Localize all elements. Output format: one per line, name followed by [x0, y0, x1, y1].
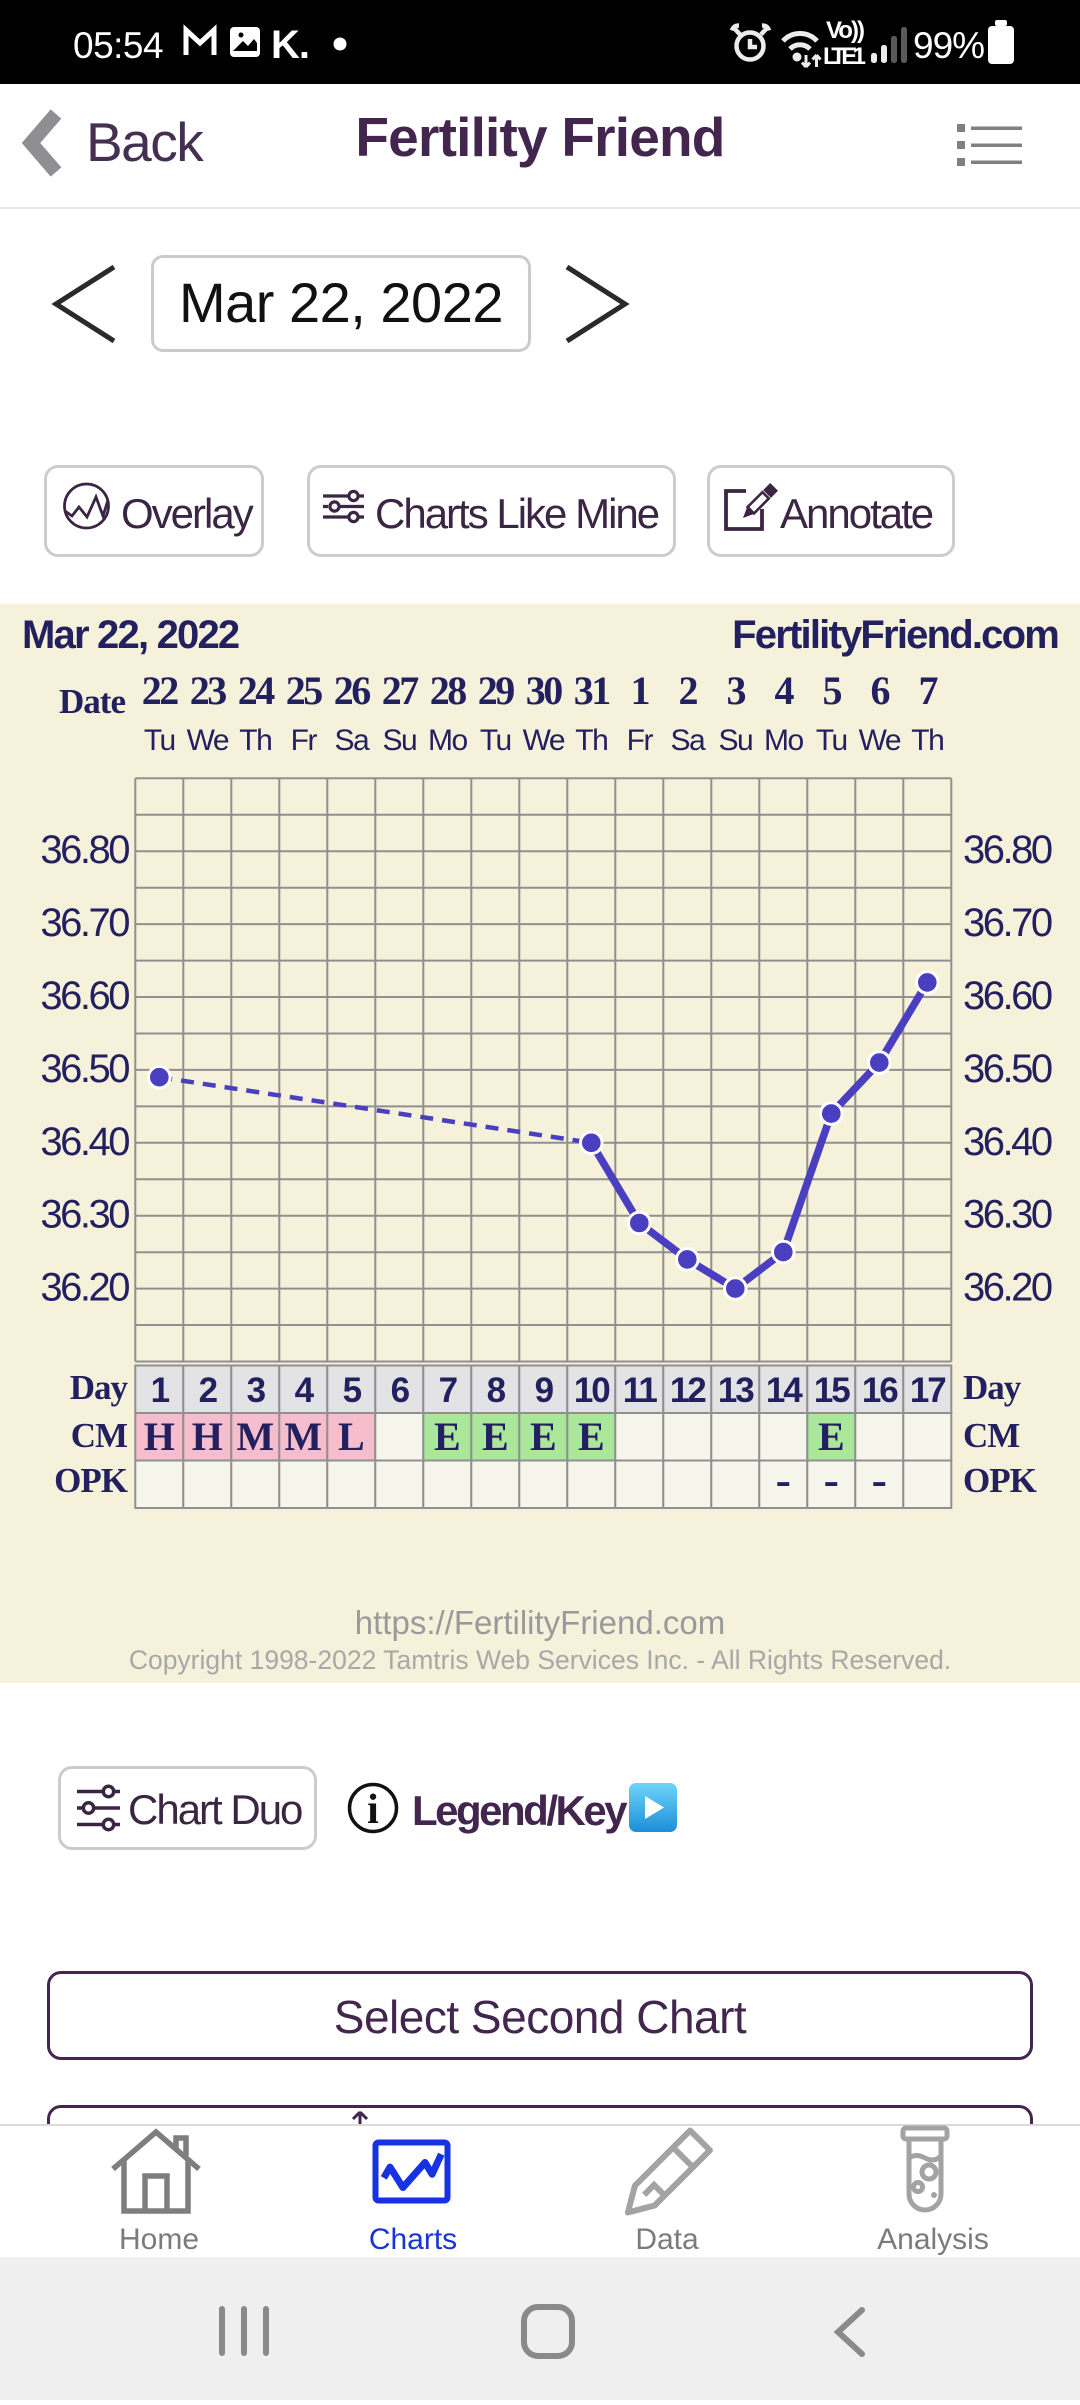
svg-text:22: 22 [142, 668, 179, 713]
svg-text:Day: Day [70, 1368, 129, 1407]
svg-text:Date: Date [59, 682, 125, 721]
svg-text:Th: Th [575, 724, 607, 757]
svg-text:28: 28 [430, 668, 467, 713]
svg-text:FertilityFriend.com: FertilityFriend.com [732, 613, 1058, 657]
svg-text:H: H [192, 1414, 223, 1459]
svg-text:30: 30 [526, 668, 563, 713]
svg-text:9: 9 [535, 1371, 554, 1410]
svg-text:24: 24 [238, 668, 276, 713]
svg-text:36.30: 36.30 [963, 1193, 1052, 1237]
svg-text:7: 7 [439, 1371, 457, 1410]
svg-text:12: 12 [670, 1371, 706, 1410]
svg-text:E: E [482, 1414, 509, 1459]
svg-text:-: - [824, 1454, 839, 1505]
svg-text:Fr: Fr [291, 724, 318, 757]
svg-text:Th: Th [911, 724, 943, 757]
svg-text:Copyright 1998-2022 Tamtris We: Copyright 1998-2022 Tamtris Web Services… [129, 1645, 951, 1675]
svg-text:Vo)): Vo)) [826, 17, 865, 44]
svg-text:36.80: 36.80 [40, 828, 129, 872]
svg-text:M: M [236, 1414, 274, 1459]
svg-text:29: 29 [478, 668, 515, 713]
svg-text:3: 3 [727, 668, 746, 713]
svg-text:36.70: 36.70 [963, 901, 1052, 945]
svg-text:https://FertilityFriend.com: https://FertilityFriend.com [355, 1604, 725, 1641]
svg-text:Sa: Sa [334, 724, 370, 757]
svg-text:6: 6 [871, 668, 890, 713]
svg-text:Mar 22, 2022: Mar 22, 2022 [22, 613, 239, 657]
svg-text:36.60: 36.60 [40, 974, 129, 1018]
svg-text:27: 27 [382, 668, 420, 713]
svg-text:E: E [434, 1414, 461, 1459]
svg-text:Tu: Tu [480, 724, 511, 757]
svg-text:Fr: Fr [627, 724, 654, 757]
svg-text:36.20: 36.20 [963, 1266, 1052, 1310]
svg-text:13: 13 [718, 1371, 754, 1410]
svg-text:-: - [776, 1454, 791, 1505]
svg-text:6: 6 [391, 1371, 410, 1410]
svg-text:36.30: 36.30 [40, 1193, 129, 1237]
svg-text:36.50: 36.50 [963, 1047, 1052, 1091]
svg-text:5: 5 [823, 668, 842, 713]
svg-text:23: 23 [190, 668, 227, 713]
svg-text:4: 4 [775, 668, 795, 713]
svg-text:05:54: 05:54 [73, 25, 163, 66]
svg-text:14: 14 [766, 1371, 803, 1410]
svg-text:CM: CM [71, 1416, 128, 1455]
svg-text:2: 2 [679, 668, 698, 713]
svg-text:Sa: Sa [670, 724, 706, 757]
svg-text:We: We [859, 724, 901, 757]
svg-text:26: 26 [334, 668, 371, 713]
svg-text:36.50: 36.50 [40, 1047, 129, 1091]
svg-text:OPK: OPK [963, 1461, 1037, 1500]
svg-text:L: L [338, 1414, 365, 1459]
svg-text:OPK: OPK [54, 1461, 128, 1500]
svg-text:36.40: 36.40 [963, 1120, 1052, 1164]
svg-text:8: 8 [487, 1371, 506, 1410]
svg-text:5: 5 [343, 1371, 362, 1410]
svg-text:36.80: 36.80 [963, 828, 1052, 872]
svg-text:H: H [144, 1414, 175, 1459]
svg-text:E: E [530, 1414, 557, 1459]
svg-text:11: 11 [623, 1371, 658, 1410]
svg-text:17: 17 [910, 1371, 945, 1410]
svg-text:31: 31 [574, 668, 610, 713]
svg-text:Su: Su [718, 724, 752, 757]
svg-text:7: 7 [919, 668, 939, 713]
svg-text:-: - [872, 1454, 887, 1505]
svg-text:2: 2 [199, 1371, 218, 1410]
svg-text:LTE1: LTE1 [823, 43, 866, 70]
svg-text:36.40: 36.40 [40, 1120, 129, 1164]
svg-text:CM: CM [963, 1416, 1020, 1455]
svg-text:E: E [818, 1414, 845, 1459]
svg-text:Tu: Tu [816, 724, 847, 757]
svg-text:K.: K. [271, 23, 309, 67]
svg-text:E: E [578, 1414, 605, 1459]
svg-text:1: 1 [151, 1371, 170, 1410]
svg-text:Su: Su [382, 724, 416, 757]
svg-text:Mo: Mo [428, 724, 467, 757]
svg-text:4: 4 [295, 1371, 315, 1410]
svg-text:1: 1 [631, 668, 649, 713]
svg-text:15: 15 [814, 1371, 850, 1410]
svg-text:36.70: 36.70 [40, 901, 129, 945]
svg-text:25: 25 [286, 668, 323, 713]
svg-text:3: 3 [247, 1371, 266, 1410]
svg-text:Mo: Mo [764, 724, 803, 757]
svg-text:99%: 99% [913, 25, 984, 66]
svg-text:16: 16 [862, 1371, 898, 1410]
svg-text:36.20: 36.20 [40, 1266, 129, 1310]
svg-text:Tu: Tu [144, 724, 175, 757]
svg-text:We: We [187, 724, 229, 757]
svg-text:i: i [367, 1787, 379, 1833]
svg-text:36.60: 36.60 [963, 974, 1052, 1018]
svg-text:M: M [284, 1414, 322, 1459]
svg-text:10: 10 [574, 1371, 610, 1410]
svg-text:Day: Day [963, 1368, 1022, 1407]
svg-text:We: We [523, 724, 565, 757]
svg-text:Th: Th [239, 724, 271, 757]
